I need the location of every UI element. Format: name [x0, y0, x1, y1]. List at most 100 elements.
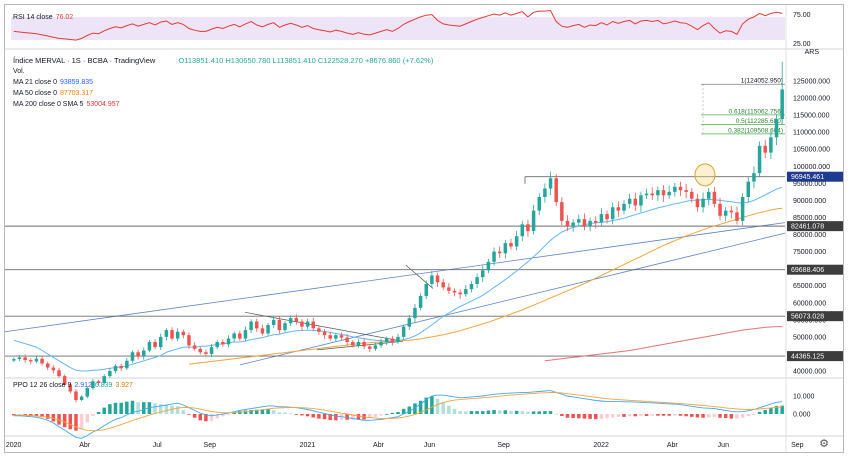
ma200-label[interactable]: MA 200 close 0 SMA 5	[13, 101, 84, 108]
candle-body	[221, 342, 225, 345]
ppo-histogram-bar	[311, 414, 316, 418]
candle-body	[175, 331, 180, 339]
ppo-histogram-bar	[503, 410, 508, 414]
ppo-value-1: 2.912	[74, 382, 92, 389]
ma21-label[interactable]: MA 21 close 0	[13, 79, 57, 86]
candle-body	[656, 190, 660, 196]
volume-label[interactable]: Vol.	[13, 68, 25, 75]
triangle-line	[316, 340, 404, 351]
candle-body	[678, 186, 683, 191]
candle-body	[723, 210, 728, 216]
x-tick-label: Abr	[79, 442, 91, 449]
candle-body	[79, 396, 84, 400]
candle-body	[142, 350, 146, 357]
candle-body	[492, 251, 496, 262]
candle-body	[57, 370, 61, 377]
ma50-line	[188, 207, 783, 365]
ma50-label[interactable]: MA 50 close 0	[13, 90, 57, 97]
price-label-box	[787, 264, 843, 275]
ppo-histogram-bar	[68, 414, 73, 430]
candle-body	[548, 178, 553, 189]
candle-body	[271, 319, 276, 325]
breakout-highlight	[694, 163, 716, 187]
ppo-histogram-bar	[740, 414, 745, 418]
ppo-histogram-bar	[102, 407, 106, 414]
candle-body	[136, 352, 140, 357]
ppo-histogram-bar	[729, 414, 734, 419]
candle-body	[639, 195, 643, 206]
chart-title[interactable]: Índice MERVAL · 1S · BCBA · TradingView	[13, 56, 156, 65]
candle-body	[91, 381, 95, 389]
candle-body	[379, 342, 383, 346]
candle-body	[543, 188, 547, 197]
price-tick-label: 40000.000	[793, 369, 826, 376]
candle-body	[192, 345, 197, 349]
ppo-histogram-bar	[181, 409, 186, 414]
main-legend: Índice MERVAL · 1S · BCBA · TradingView …	[13, 56, 436, 109]
ppo-histogram-bar	[684, 414, 688, 417]
ppo-histogram-bar	[735, 414, 739, 419]
currency-label[interactable]: ARS	[804, 49, 819, 56]
x-tick-label: Jun	[718, 442, 729, 449]
ppo-histogram-bar	[317, 414, 321, 419]
ppo-histogram-bar	[384, 414, 389, 415]
ppo-histogram-bar	[91, 414, 95, 417]
ppo-histogram-bar	[701, 414, 705, 418]
ppo-histogram-bar	[142, 402, 146, 414]
candle-body	[469, 284, 474, 290]
ppo-histogram-bar	[356, 414, 361, 420]
ppo-histogram-bar	[593, 414, 598, 420]
candle-body	[520, 224, 525, 237]
candle-body	[198, 348, 203, 353]
ppo-histogram-bar	[582, 414, 587, 419]
flag-line	[405, 264, 434, 289]
candle-body	[187, 335, 191, 346]
ppo-histogram-bar	[260, 409, 265, 414]
candle-body	[51, 367, 56, 371]
ppo-histogram-bar	[79, 414, 84, 429]
ppo-histogram-bar	[492, 409, 496, 414]
ppo-histogram-bar	[752, 414, 756, 415]
candle-body	[351, 342, 355, 346]
ppo-label[interactable]: PPO 12 26 close 9	[13, 382, 72, 389]
candle-body	[729, 210, 734, 213]
rsi-legend: RSI 14 close 76.02	[13, 13, 76, 22]
candle-body	[560, 202, 564, 221]
ppo-histogram-bar	[192, 414, 197, 418]
candle-body	[735, 212, 739, 221]
price-tick-label: 60000.000	[793, 300, 826, 307]
ppo-histogram-bar	[249, 409, 253, 414]
price-tick-label: 90000.000	[793, 198, 826, 205]
candle-body	[209, 347, 214, 354]
candle-body	[288, 318, 293, 324]
candle-body	[226, 338, 231, 345]
ppo-histogram-bar	[554, 413, 558, 415]
ppo-histogram-bar	[774, 405, 779, 414]
ppo-histogram-bar	[723, 414, 728, 419]
ppo-histogram-bar	[215, 414, 219, 419]
ppo-histogram-bar	[288, 413, 293, 415]
ppo-histogram-bar	[187, 414, 191, 415]
ppo-histogram-bar	[119, 402, 123, 414]
candle-body	[322, 331, 327, 336]
ppo-histogram-bar	[204, 414, 208, 422]
candle-body	[661, 190, 666, 196]
settings-gear-icon[interactable]: ⚙	[819, 438, 829, 450]
candle-body	[85, 388, 90, 397]
ma200-value: 53004.957	[86, 101, 120, 108]
ppo-histogram-bar	[565, 414, 570, 418]
ppo-histogram-bar	[712, 414, 717, 418]
candle-body	[582, 219, 587, 226]
candle-body	[616, 207, 621, 211]
price-label-box	[787, 311, 843, 322]
ppo-line	[13, 390, 783, 439]
ppo-histogram-bar	[125, 401, 129, 414]
candle-body	[170, 330, 174, 339]
ppo-histogram-bar	[45, 414, 50, 419]
candle-body	[441, 282, 445, 288]
rsi-line	[13, 9, 783, 41]
ppo-histogram-bar	[221, 414, 225, 417]
chart-canvas: 75.0025.0040000.00045000.00050000.000550…	[5, 5, 843, 452]
ppo-histogram-bar	[667, 414, 671, 416]
ppo-histogram-bar	[390, 412, 395, 414]
